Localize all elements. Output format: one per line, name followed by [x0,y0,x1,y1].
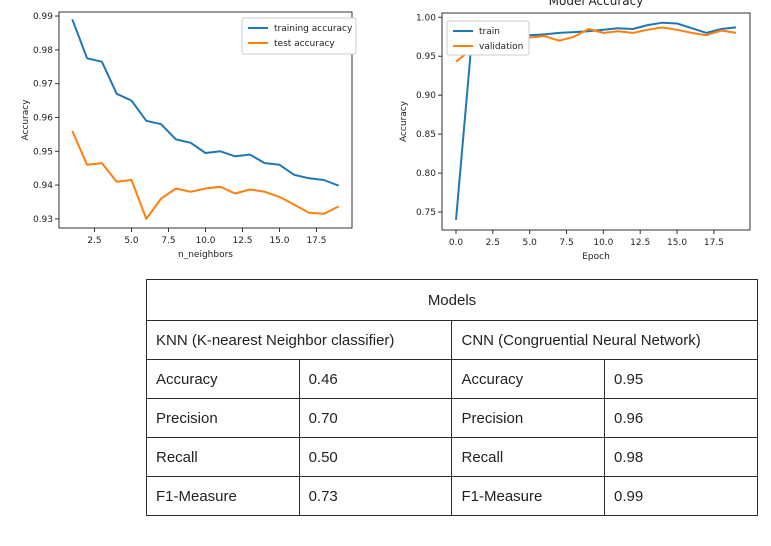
y-tick-label: 0.95 [33,147,53,157]
x-axis-label: Epoch [582,252,610,262]
chart-title: Model Accuracy [549,0,644,8]
x-tick-label: 2.5 [486,238,500,248]
knn-metric-value: 0.70 [298,398,453,438]
x-tick-label: 5.0 [124,236,139,246]
y-tick-label: 0.94 [33,181,53,191]
legend-label: training accuracy [274,24,353,34]
x-tick-label: 0.0 [449,238,464,248]
table-row: Accuracy 0.46 Accuracy 0.95 [146,359,758,399]
x-axis-label: n_neighbors [178,250,233,260]
knn-header: KNN (K-nearest Neighbor classifier) [145,320,453,360]
x-tick-label: 12.5 [232,236,252,246]
cnn-model-accuracy-chart: Model Accuracy 0.0 2.5 5.0 7.5 10.0 12.5 15.0 17… [399,0,751,262]
cnn-metric-label: Precision [451,398,606,438]
x-tick-label: 12.5 [630,238,650,248]
chart-legend [241,17,357,55]
legend-label: train [479,27,500,37]
x-tick-label: 17.5 [704,238,724,248]
y-tick-label: 1.00 [416,13,436,23]
knn-accuracy-chart: 2.5 5.0 7.5 10.0 12.5 15.0 17.5 0.93 0.94 0.95 0.9… [21,11,357,260]
cnn-header: CNN (Congruential Neural Network) [451,320,758,360]
cnn-metric-value: 0.95 [604,359,758,399]
table-title-row: Models [146,279,758,321]
y-axis-label: Accuracy [21,99,31,141]
table-row: Recall 0.50 Recall 0.98 [146,437,758,477]
y-tick-label: 0.97 [33,80,53,90]
knn-series-line-0 [71,19,340,187]
cnn-metric-label: Accuracy [451,359,606,399]
x-tick-label: 2.5 [87,236,101,246]
x-tick-label: 15.0 [667,238,687,248]
plot-frame [441,12,751,231]
x-tick-label: 10.0 [593,238,613,248]
model-metrics-table: Models KNN (K-nearest Neighbor classifie… [145,279,758,516]
knn-metric-value: 0.50 [298,437,453,477]
y-tick-label: 0.96 [33,113,53,123]
x-tick-label: 15.0 [269,236,289,246]
table-row: Precision 0.70 Precision 0.96 [146,398,758,438]
x-tick-label: 7.5 [559,238,573,248]
table-title: Models [146,279,758,321]
x-tick-label: 5.0 [523,238,538,248]
knn-metric-label: F1-Measure [146,476,300,516]
y-tick-label: 0.95 [416,52,436,62]
knn-metric-label: Accuracy [146,359,300,399]
x-tick-label: 7.5 [161,236,175,246]
knn-metric-label: Recall [146,437,300,477]
y-tick-label: 0.99 [33,12,53,22]
cnn-metric-label: F1-Measure [451,476,606,516]
table-row: F1-Measure 0.73 F1-Measure 0.99 [146,476,758,516]
y-tick-label: 0.98 [33,46,53,56]
legend-label: test accuracy [274,39,335,49]
legend-label: validation [479,42,523,52]
cnn-metric-value: 0.99 [604,476,758,516]
cnn-metric-label: Recall [451,437,606,477]
y-tick-label: 0.75 [416,208,436,218]
cnn-metric-value: 0.96 [604,398,758,438]
y-tick-label: 0.85 [416,130,436,140]
knn-series-line-1 [71,130,340,220]
table-model-header-row: KNN (K-nearest Neighbor classifier) CNN … [145,320,758,360]
knn-metric-value: 0.73 [298,476,453,516]
knn-metric-value: 0.46 [298,359,453,399]
y-axis-label: Accuracy [399,100,409,142]
y-tick-label: 0.90 [416,91,436,101]
x-tick-label: 17.5 [306,236,326,246]
y-tick-label: 0.93 [33,215,53,225]
y-tick-label: 0.80 [416,169,436,179]
cnn-metric-value: 0.98 [604,437,758,477]
x-tick-label: 10.0 [195,236,215,246]
knn-metric-label: Precision [146,398,300,438]
